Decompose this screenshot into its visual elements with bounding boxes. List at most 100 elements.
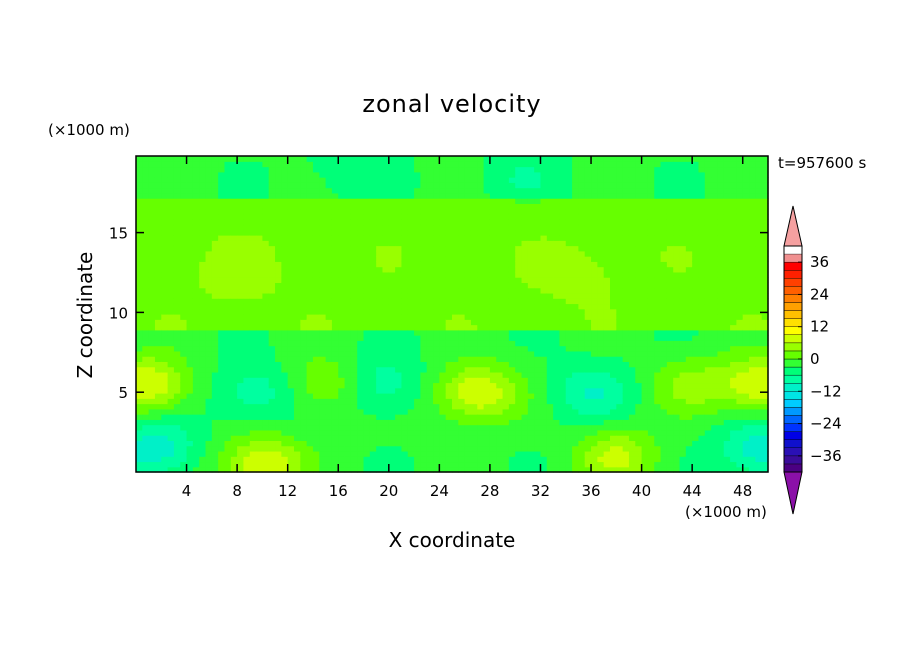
field-cell — [395, 419, 403, 426]
field-cell — [167, 429, 175, 436]
field-cell — [439, 382, 447, 389]
field-cell — [597, 192, 605, 199]
field-cell — [136, 398, 143, 405]
field-cell — [300, 208, 308, 215]
field-cell — [218, 314, 226, 320]
field-cell — [281, 414, 289, 420]
field-cell — [426, 219, 434, 226]
field-cell — [458, 192, 466, 199]
field-cell — [420, 198, 428, 204]
field-cell — [445, 419, 453, 426]
field-cell — [243, 266, 251, 273]
field-cell — [281, 429, 289, 436]
field-cell — [534, 308, 542, 315]
field-cell — [540, 250, 548, 257]
field-cell — [331, 261, 339, 268]
field-cell — [553, 393, 561, 399]
field-cell — [635, 271, 643, 278]
field-cell — [338, 445, 346, 452]
field-cell — [559, 440, 567, 447]
field-cell — [445, 314, 453, 320]
field-cell — [553, 229, 561, 236]
field-cell — [230, 387, 238, 394]
field-cell — [445, 340, 453, 347]
field-cell — [603, 256, 611, 262]
field-cell — [470, 324, 478, 331]
field-cell — [262, 324, 270, 331]
field-cell — [167, 419, 175, 426]
field-cell — [395, 366, 403, 373]
field-cell — [477, 298, 485, 305]
field-cell — [540, 298, 548, 305]
field-cell — [350, 198, 358, 204]
field-cell — [496, 419, 504, 426]
field-cell — [357, 219, 365, 226]
field-cell — [452, 419, 459, 426]
field-cell — [597, 240, 605, 247]
field-cell — [534, 182, 542, 189]
field-cell — [319, 408, 327, 415]
field-cell — [540, 450, 548, 457]
field-cell — [508, 435, 516, 441]
field-cell — [211, 345, 219, 352]
field-cell — [654, 445, 662, 452]
field-cell — [224, 319, 232, 326]
field-cell — [136, 166, 143, 173]
field-cell — [230, 182, 238, 189]
field-cell — [508, 161, 516, 168]
field-cell — [610, 319, 617, 326]
field-cell — [572, 366, 579, 373]
field-cell — [433, 292, 440, 299]
field-cell — [603, 419, 611, 426]
field-cell — [344, 192, 352, 199]
field-cell — [338, 440, 346, 447]
field-cell — [161, 382, 169, 389]
field-cell — [521, 213, 529, 220]
field-cell — [565, 424, 573, 431]
field-cell — [426, 182, 434, 189]
field-cell — [256, 171, 263, 178]
field-cell — [452, 177, 459, 183]
field-cell — [237, 156, 245, 162]
field-cell — [294, 282, 301, 289]
field-cell — [281, 240, 289, 247]
field-cell — [142, 366, 150, 373]
field-cell — [294, 387, 301, 394]
field-cell — [142, 398, 150, 405]
field-cell — [420, 387, 428, 394]
field-cell — [603, 335, 611, 341]
field-cell — [572, 171, 579, 178]
field-cell — [515, 292, 523, 299]
field-cell — [654, 298, 662, 305]
field-cell — [433, 466, 440, 473]
field-cell — [338, 329, 346, 336]
field-cell — [635, 408, 643, 415]
field-cell — [641, 287, 649, 294]
field-cell — [173, 335, 181, 341]
field-cell — [534, 424, 542, 431]
field-cell — [154, 261, 162, 268]
field-cell — [395, 424, 403, 431]
field-cell — [243, 429, 251, 436]
field-cell — [426, 156, 434, 162]
field-cell — [173, 356, 181, 362]
field-cell — [382, 361, 390, 368]
field-cell — [553, 240, 561, 247]
field-cell — [344, 298, 352, 305]
field-cell — [616, 350, 624, 357]
field-cell — [344, 456, 352, 463]
field-cell — [344, 282, 352, 289]
field-cell — [628, 282, 636, 289]
field-cell — [458, 398, 466, 405]
field-cell — [414, 219, 421, 226]
field-cell — [515, 314, 523, 320]
field-cell — [338, 435, 346, 441]
field-cell — [331, 235, 339, 241]
field-cell — [477, 308, 485, 315]
field-cell — [553, 203, 561, 210]
field-cell — [470, 298, 478, 305]
field-cell — [369, 208, 377, 215]
field-cell — [414, 182, 421, 189]
field-cell — [515, 219, 523, 226]
field-cell — [275, 429, 282, 436]
